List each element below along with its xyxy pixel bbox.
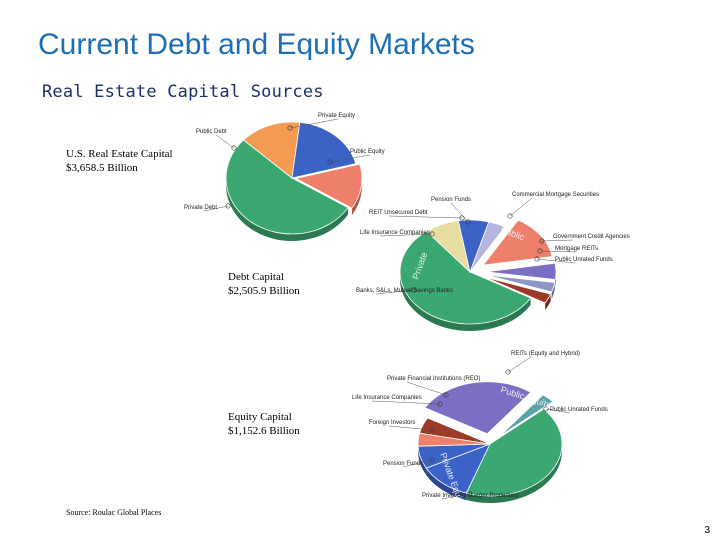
equity-capital-amount: $1,152.6 Billion bbox=[228, 425, 300, 437]
slice-label: Government Credit Agencies bbox=[553, 234, 630, 240]
pie-slice-public-debt bbox=[242, 121, 301, 179]
leader-line bbox=[388, 425, 433, 431]
label-marker bbox=[537, 248, 543, 254]
slice-label: Private Debt bbox=[184, 205, 217, 211]
slice-label: Banks, S&Ls, Mutual Savings Banks bbox=[356, 288, 453, 294]
pie-slice-public-unrated-funds bbox=[499, 394, 554, 437]
pie-chart-1: Private Debt Public Debt Private Equity Pub… bbox=[184, 113, 385, 242]
leader-line bbox=[203, 205, 229, 212]
label-marker bbox=[429, 231, 435, 237]
debt-capital-caption: Debt Capital $2,505.9 Billion bbox=[228, 270, 300, 298]
leader-line bbox=[388, 215, 463, 219]
label-marker bbox=[459, 215, 465, 221]
slice-label: Private Equity bbox=[318, 113, 355, 119]
slice-label: Pension Funds bbox=[383, 461, 423, 467]
pie-slice-side bbox=[418, 446, 427, 476]
pie-chart-2: Banks, S&Ls, Mutual Savings Banks Life In… bbox=[356, 192, 630, 331]
pie-slice-private-equity bbox=[291, 121, 357, 179]
slice-label: Commercial Mortgage Securities bbox=[512, 192, 599, 198]
label-marker bbox=[507, 213, 513, 219]
pie-slice-reit-unsecured-debt bbox=[469, 221, 506, 273]
label-marker bbox=[411, 287, 417, 293]
leader-line bbox=[541, 239, 574, 242]
pie-slice-private-financial-institutions-reo- bbox=[419, 417, 491, 445]
label-marker bbox=[543, 406, 549, 412]
label-marker bbox=[429, 427, 435, 433]
slice-label: Life Insurance Companies bbox=[360, 230, 430, 236]
leader-line bbox=[215, 134, 235, 149]
leader-line bbox=[406, 381, 447, 396]
pie-slice-banks-s-ls-mutual-savings-banks bbox=[399, 230, 532, 325]
leader-line bbox=[536, 258, 576, 264]
slice-label: Public Debt bbox=[196, 129, 227, 135]
pie-slice-side bbox=[545, 294, 551, 310]
label-marker bbox=[231, 145, 237, 151]
pie-slice-side bbox=[426, 468, 467, 501]
equity-capital-title: Equity Capital bbox=[228, 411, 292, 423]
label-marker bbox=[287, 125, 293, 131]
pie-slice-government-credit-agencies bbox=[485, 262, 557, 280]
slice-label: REITs (Equity and Hybrid) bbox=[511, 351, 580, 357]
label-marker bbox=[443, 392, 449, 398]
slice-label: Public Unrated Funds bbox=[555, 257, 613, 263]
pie-chart-3: REITs (Equity and Hybrid) Public Unrated … bbox=[352, 351, 608, 507]
leader-line bbox=[539, 250, 576, 253]
debt-capital-amount: $2,505.9 Billion bbox=[228, 285, 300, 297]
slice-label: Foreign Investors bbox=[369, 420, 415, 426]
pie-slice-side bbox=[351, 178, 362, 216]
pie-slice-public-equity bbox=[294, 163, 363, 209]
pie-slice-side bbox=[466, 444, 562, 503]
page-number: 3 bbox=[704, 525, 710, 536]
source-note: Source: Roulac Global Places bbox=[66, 508, 162, 517]
total-capital-caption: U.S. Real Estate Capital $3,658.5 Billio… bbox=[66, 147, 173, 175]
leader-line bbox=[289, 118, 339, 129]
total-capital-title: U.S. Real Estate Capital bbox=[66, 148, 173, 160]
slice-label: REIT Unsecured Debt bbox=[369, 210, 428, 216]
label-marker bbox=[467, 491, 473, 497]
pie-slice-private-debt bbox=[225, 139, 349, 235]
leader-line bbox=[450, 202, 469, 223]
debt-capital-title: Debt Capital bbox=[228, 271, 284, 283]
slice-label: Private Financial Institutions (REO) bbox=[387, 376, 480, 382]
label-marker bbox=[225, 203, 231, 209]
leader-line bbox=[509, 197, 533, 217]
leader-line bbox=[371, 400, 441, 405]
slice-label: Public Unrated Funds bbox=[550, 407, 608, 413]
equity-capital-caption: Equity Capital $1,152.6 Billion bbox=[228, 410, 300, 438]
label-marker bbox=[429, 457, 435, 463]
label-marker bbox=[539, 238, 545, 244]
leader-line bbox=[545, 408, 571, 414]
leader-line bbox=[375, 289, 415, 295]
pie-slice-public-unrated-funds bbox=[484, 276, 552, 304]
pie-slice-reits-equity-and-hybrid- bbox=[424, 381, 532, 435]
slice-label: Public Equity bbox=[350, 149, 385, 155]
slice-label: Life Insurance Companies bbox=[352, 395, 422, 401]
pie-slice-commercial-mortgage-securities bbox=[482, 219, 553, 266]
leader-line bbox=[379, 233, 433, 237]
slice-label: Private Investors (Larger Properties) bbox=[422, 493, 519, 499]
label-marker bbox=[505, 369, 511, 375]
label-marker bbox=[437, 401, 443, 407]
pie-slice-mortgage-reits bbox=[485, 274, 556, 293]
slice-label: Mortgage REITs bbox=[555, 246, 598, 252]
leader-line bbox=[507, 356, 532, 373]
slide-title: Current Debt and Equity Markets bbox=[38, 28, 475, 61]
slide-subtitle: Real Estate Capital Sources bbox=[42, 82, 324, 102]
slice-label: Pension Funds bbox=[431, 197, 471, 203]
total-capital-amount: $3,658.5 Billion bbox=[66, 162, 138, 174]
leader-line bbox=[441, 493, 471, 500]
pie-slice-private-investors-larger-properties- bbox=[465, 408, 563, 497]
leader-line bbox=[329, 154, 371, 163]
label-marker bbox=[327, 159, 333, 165]
label-marker bbox=[534, 256, 540, 262]
label-marker bbox=[465, 219, 471, 225]
leader-line bbox=[402, 459, 433, 468]
